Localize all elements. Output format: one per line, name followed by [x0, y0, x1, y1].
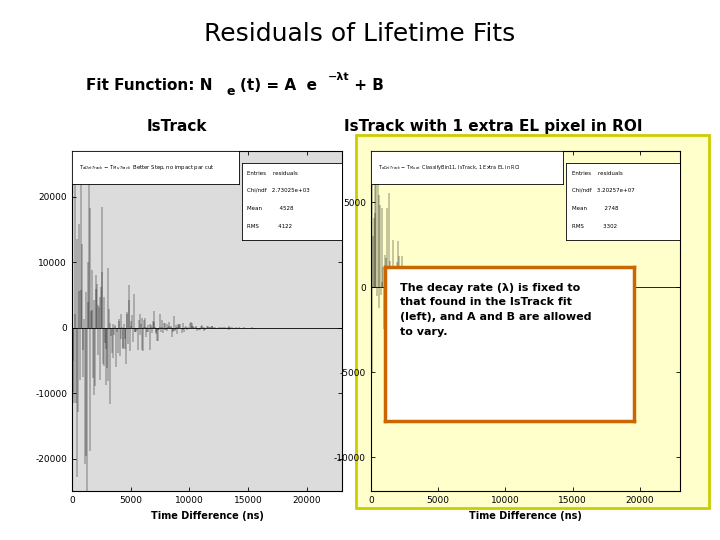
Text: IsTrack with 1 extra EL pixel in ROI: IsTrack with 1 extra EL pixel in ROI	[344, 119, 642, 134]
Text: IsTrack: IsTrack	[146, 119, 207, 134]
Text: −λt: −λt	[328, 72, 349, 82]
Text: The decay rate (λ) is fixed to
that found in the IsTrack fit
(left), and A and B: The decay rate (λ) is fixed to that foun…	[400, 283, 592, 337]
Text: + B: + B	[349, 78, 384, 93]
Text: Residuals of Lifetime Fits: Residuals of Lifetime Fits	[204, 22, 516, 45]
Text: (t) = A  e: (t) = A e	[240, 78, 317, 93]
Text: Fit Function: N: Fit Function: N	[86, 78, 213, 93]
X-axis label: Time Difference (ns): Time Difference (ns)	[469, 511, 582, 521]
Text: e: e	[227, 85, 235, 98]
X-axis label: Time Difference (ns): Time Difference (ns)	[150, 511, 264, 521]
